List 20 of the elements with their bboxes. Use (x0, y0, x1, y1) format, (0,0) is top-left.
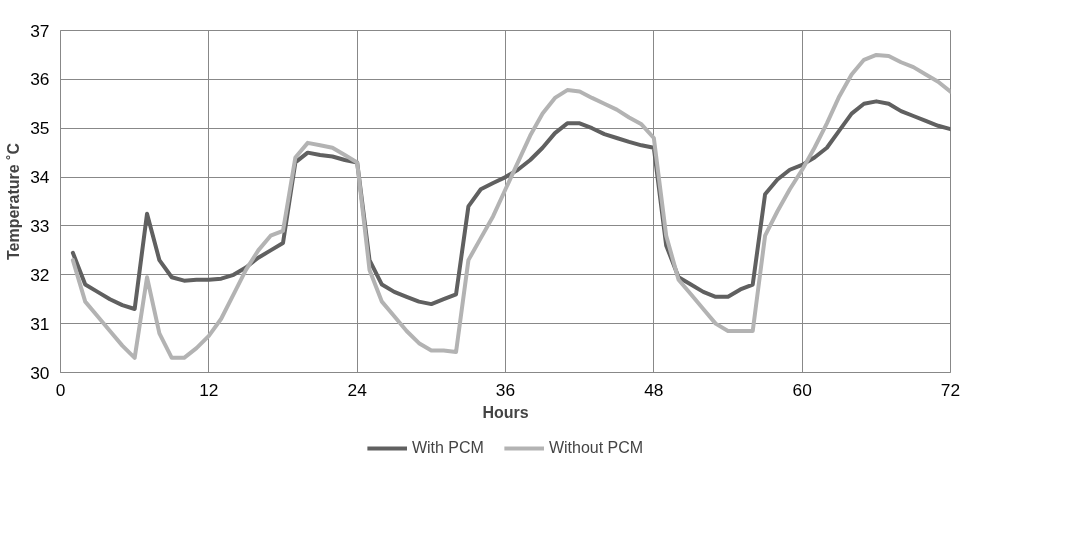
y-tick-label: 34 (30, 167, 50, 188)
y-tick-label: 37 (30, 20, 50, 41)
x-tick-label: 60 (792, 379, 812, 400)
x-axis-title: Hours (482, 403, 529, 421)
x-tick-label: 36 (495, 379, 516, 400)
line-series (70, 52, 951, 360)
y-tick-label: 33 (30, 215, 50, 236)
x-tick-label: 72 (940, 379, 961, 400)
legend-label: Without PCM (548, 439, 644, 457)
y-tick-label: 32 (30, 264, 50, 285)
legend-label: With PCM (411, 439, 484, 457)
y-tick-label: 30 (30, 362, 50, 383)
x-tick-label: 0 (55, 379, 66, 400)
y-tick-label: 35 (30, 118, 50, 139)
y-tick-label: 31 (30, 313, 50, 334)
y-tick-label: 36 (30, 69, 50, 90)
x-tick-label: 24 (347, 379, 368, 400)
x-tick-label: 48 (644, 379, 664, 400)
y-axis-title: Temperature ˚C (5, 142, 23, 261)
x-tick-label: 12 (199, 379, 219, 400)
